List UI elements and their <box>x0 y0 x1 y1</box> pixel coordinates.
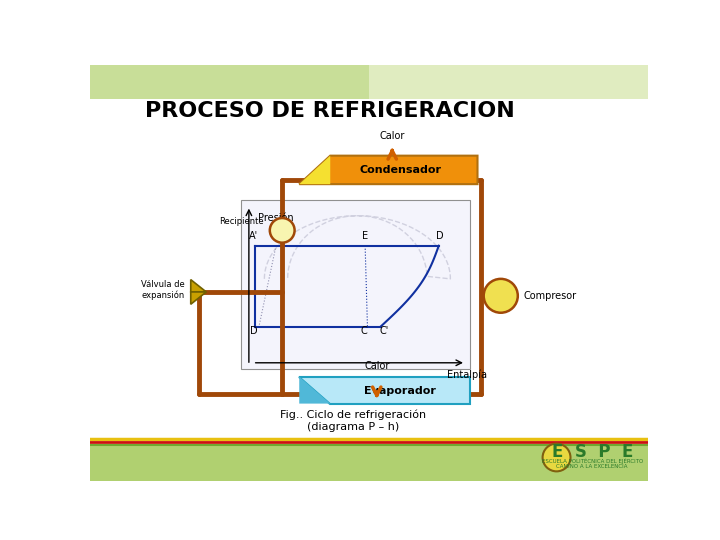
Text: Condensador: Condensador <box>359 165 441 174</box>
Text: C: C <box>360 326 367 335</box>
Circle shape <box>543 444 570 471</box>
Text: D: D <box>250 326 257 335</box>
Bar <box>90 446 648 481</box>
Text: D: D <box>436 231 444 241</box>
Bar <box>90 65 369 99</box>
Text: Válvula de
expansión: Válvula de expansión <box>141 280 184 300</box>
Text: PROCESO DE REFRIGERACION: PROCESO DE REFRIGERACION <box>145 101 515 121</box>
Bar <box>241 200 469 369</box>
Text: E: E <box>362 231 368 241</box>
Circle shape <box>270 218 294 242</box>
Polygon shape <box>300 156 477 184</box>
Text: E  S  P  E: E S P E <box>552 443 633 461</box>
Text: Presión: Presión <box>258 213 294 223</box>
Circle shape <box>484 279 518 313</box>
Text: A': A' <box>249 231 258 241</box>
Text: ESCUELA POLITÉCNICA DEL EJÉRCITO: ESCUELA POLITÉCNICA DEL EJÉRCITO <box>541 458 643 464</box>
Bar <box>369 65 648 99</box>
Polygon shape <box>191 292 206 304</box>
Text: Calor: Calor <box>364 361 390 372</box>
Polygon shape <box>191 280 206 292</box>
Text: A: A <box>274 231 281 241</box>
Text: CAMINO A LA EXCELENCIA: CAMINO A LA EXCELENCIA <box>557 464 628 469</box>
Text: Compresor: Compresor <box>524 291 577 301</box>
Polygon shape <box>300 377 469 403</box>
Text: Calor: Calor <box>379 131 405 141</box>
Text: C': C' <box>380 326 389 335</box>
Polygon shape <box>300 156 330 184</box>
Polygon shape <box>300 377 330 403</box>
Text: Recipiente: Recipiente <box>219 217 264 226</box>
Text: Fig.. Ciclo de refrigeración
(diagrama P – h): Fig.. Ciclo de refrigeración (diagrama P… <box>280 409 426 431</box>
Text: Evaporador: Evaporador <box>364 386 436 395</box>
Text: Entalpía: Entalpía <box>446 370 487 380</box>
